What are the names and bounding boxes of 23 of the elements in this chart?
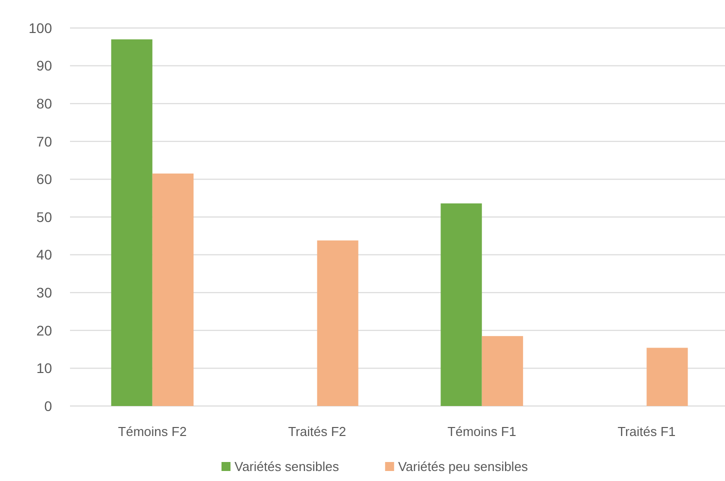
y-tick-label: 20: [36, 322, 52, 338]
bar: [646, 348, 688, 406]
y-tick-label: 40: [36, 246, 52, 263]
y-tick-label: 70: [36, 133, 52, 150]
y-tick-label: 90: [36, 58, 52, 74]
x-tick-label: Traités F2: [288, 424, 346, 439]
y-tick-label: 80: [36, 96, 52, 112]
legend-label: Variétés peu sensibles: [398, 459, 528, 474]
bar: [317, 240, 358, 406]
bar: [482, 336, 524, 406]
y-tick-label: 0: [44, 398, 52, 414]
x-tick-label: Témoins F1: [448, 424, 516, 439]
bar: [111, 39, 152, 406]
x-tick-label: Traités F1: [618, 424, 676, 439]
legend-label: Variétés sensibles: [234, 459, 340, 474]
y-tick-label: 30: [36, 284, 52, 300]
y-tick-label: 10: [36, 360, 52, 376]
bar: [152, 174, 194, 406]
y-tick-label: 50: [36, 208, 52, 225]
y-tick-label: 100: [28, 20, 52, 36]
x-tick-label: Témoins F2: [118, 424, 187, 439]
y-tick-label: 60: [36, 171, 52, 188]
bar: [440, 203, 482, 406]
